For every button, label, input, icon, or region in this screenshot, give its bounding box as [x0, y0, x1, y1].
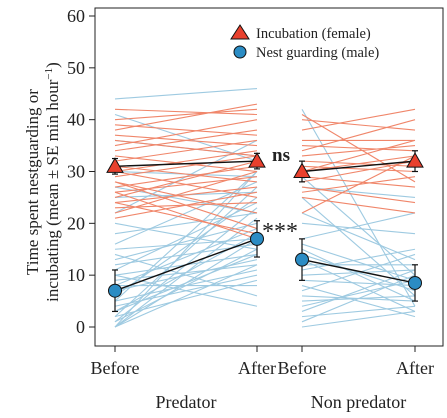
y-tick-label: 20: [67, 213, 85, 233]
individual-line-guarding: [114, 238, 258, 328]
individual-line-incubation: [114, 119, 258, 147]
individual-line-incubation: [301, 139, 416, 173]
mean-line: [301, 258, 416, 284]
individual-line-guarding: [301, 186, 416, 198]
individual-line-guarding: [114, 212, 258, 235]
mean-marker-guarding: [408, 275, 422, 290]
mean-line: [114, 238, 258, 292]
y-tick-label: 30: [67, 162, 85, 182]
individual-line-guarding: [114, 274, 258, 307]
y-axis-label-line1: Time spent nestguarding or: [23, 89, 42, 275]
individual-line-guarding: [301, 243, 416, 281]
individual-line-incubation: [114, 165, 258, 188]
mean-marker-guarding: [250, 231, 264, 246]
individual-line-incubation: [114, 108, 258, 121]
individual-line-incubation: [114, 202, 258, 235]
x-tick-label: After: [238, 358, 276, 378]
legend-label-incubation: Incubation (female): [256, 26, 371, 42]
individual-line-incubation: [114, 150, 258, 173]
individual-line-guarding: [114, 88, 258, 100]
annotations: ns ***: [262, 145, 298, 245]
y-tick-label: 0: [76, 317, 85, 337]
mean-line: [114, 160, 258, 168]
axes: 0 10 20 30 40 50 60: [67, 6, 444, 352]
annotation-ns: ns: [272, 145, 290, 166]
mean-line: [301, 160, 416, 173]
individual-line-guarding: [301, 248, 416, 271]
mean-marker-guarding: [108, 283, 122, 298]
individual-line-guarding: [114, 171, 258, 328]
individual-line-incubation: [114, 155, 258, 178]
individual-lines: [114, 88, 416, 328]
legend: Incubation (female) Nest guarding (male): [230, 24, 379, 61]
mean-marker-guarding: [295, 252, 309, 267]
y-axis-label-line2: incubating (mean ± SE min hour−1): [43, 62, 62, 302]
individual-line-incubation: [301, 114, 416, 183]
individual-line-incubation: [114, 124, 258, 136]
y-tick-label: 40: [67, 110, 85, 130]
individual-line-incubation: [301, 119, 416, 131]
individual-line-guarding: [114, 264, 258, 328]
mean-marker-incubation: [248, 152, 266, 168]
individual-line-incubation: [301, 145, 416, 157]
group-label: Non predator: [311, 392, 406, 412]
y-tick-label: 10: [67, 265, 85, 285]
mean-marker-incubation: [106, 157, 124, 173]
individual-line-incubation: [301, 160, 416, 183]
legend-triangle-marker: [230, 24, 250, 40]
individual-line-incubation: [301, 155, 416, 173]
individual-line-guarding: [114, 186, 258, 318]
individual-line-incubation: [301, 108, 416, 131]
individual-line-guarding: [114, 279, 258, 318]
legend-circle-marker: [233, 45, 247, 59]
individual-line-guarding: [301, 259, 416, 312]
mean-series: [106, 150, 424, 313]
individual-line-incubation: [114, 139, 258, 162]
individual-line-incubation: [301, 119, 416, 152]
individual-line-incubation: [301, 155, 416, 214]
group-label: Predator: [156, 392, 217, 412]
individual-line-guarding: [301, 305, 416, 318]
individual-line-guarding: [301, 253, 416, 292]
x-tick-label: After: [396, 358, 434, 378]
y-tick-label: 50: [67, 58, 85, 78]
individual-line-guarding: [301, 285, 416, 318]
annotation-significance: ***: [262, 219, 298, 245]
individual-line-guarding: [301, 310, 416, 328]
individual-line-guarding: [114, 222, 258, 261]
individual-line-guarding: [301, 248, 416, 302]
individual-line-guarding: [114, 181, 258, 245]
individual-line-incubation: [114, 160, 258, 198]
plot-frame: [94, 7, 444, 347]
individual-line-incubation: [301, 196, 416, 214]
individual-line-incubation: [114, 108, 258, 116]
mean-marker-incubation: [406, 152, 424, 168]
individual-line-guarding: [301, 222, 416, 235]
individual-line-guarding: [114, 228, 258, 287]
individual-line-guarding: [301, 279, 416, 307]
mean-marker-incubation: [293, 162, 311, 178]
individual-line-incubation: [114, 170, 258, 214]
x-tick-label: Before: [278, 358, 327, 378]
individual-line-incubation: [114, 139, 258, 157]
individual-line-guarding: [301, 212, 416, 240]
legend-label-guarding: Nest guarding (male): [256, 45, 379, 61]
individual-line-incubation: [114, 181, 258, 230]
individual-line-guarding: [301, 109, 416, 307]
individual-line-incubation: [114, 181, 258, 214]
individual-line-guarding: [301, 212, 416, 261]
individual-line-incubation: [114, 191, 258, 240]
individual-line-guarding: [114, 233, 258, 312]
y-tick-label: 60: [67, 6, 85, 26]
x-tick-label: Before: [91, 358, 140, 378]
individual-line-guarding: [301, 269, 416, 312]
individual-line-incubation: [114, 103, 258, 131]
individual-line-guarding: [301, 274, 416, 323]
individual-line-guarding: [114, 238, 258, 250]
